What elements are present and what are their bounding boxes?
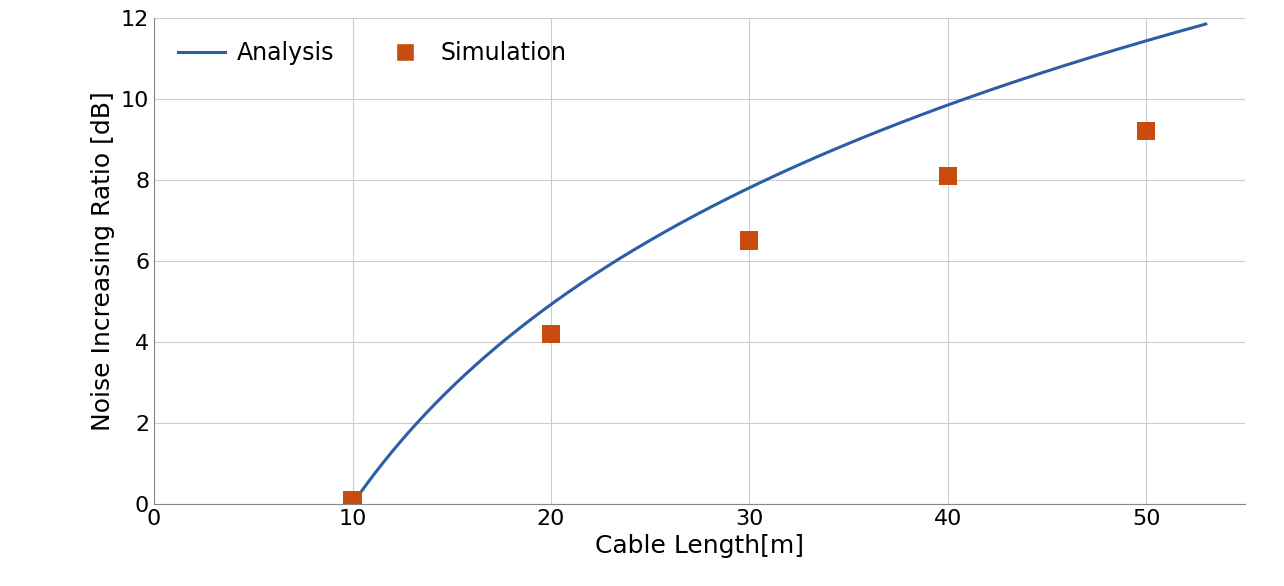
Analysis (806, 155, 822, 162)
Line: Analysis: Analysis (353, 24, 1206, 504)
Analysis (1044, 66, 1059, 73)
Analysis (1198, 21, 1213, 28)
Analysis (345, 500, 361, 507)
Y-axis label: Noise Increasing Ratio [dB]: Noise Increasing Ratio [dB] (91, 91, 116, 431)
Simulation (740, 236, 760, 245)
Simulation (541, 329, 561, 339)
Legend: Analysis, Simulation: Analysis, Simulation (166, 29, 578, 77)
Analysis (755, 178, 770, 185)
Analysis (750, 180, 765, 188)
Analysis (1177, 26, 1193, 33)
X-axis label: Cable Length[m]: Cable Length[m] (596, 534, 804, 558)
Simulation (937, 171, 958, 180)
Simulation (1136, 127, 1157, 136)
Simulation (343, 495, 363, 505)
Analysis (853, 135, 868, 142)
